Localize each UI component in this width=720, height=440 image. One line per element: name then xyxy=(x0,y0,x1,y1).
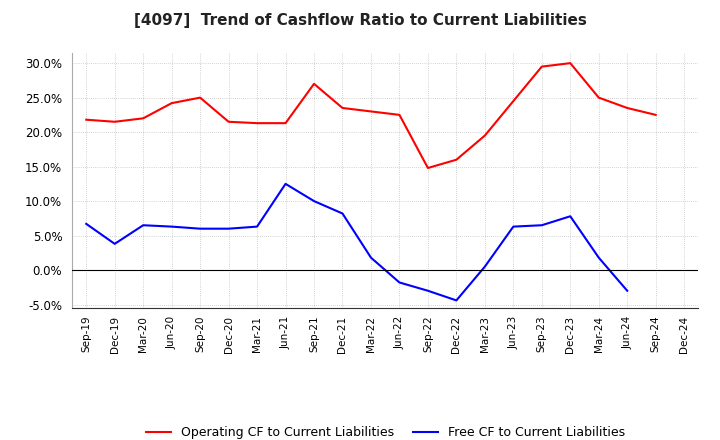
Free CF to Current Liabilities xyxy=(282,181,290,187)
Free CF to Current Liabilities xyxy=(452,298,461,303)
Free CF to Current Liabilities xyxy=(110,241,119,246)
Operating CF to Current Liabilities xyxy=(282,121,290,126)
Operating CF to Current Liabilities xyxy=(366,109,375,114)
Operating CF to Current Liabilities xyxy=(167,100,176,106)
Free CF to Current Liabilities xyxy=(537,223,546,228)
Free CF to Current Liabilities xyxy=(566,214,575,219)
Operating CF to Current Liabilities xyxy=(110,119,119,125)
Free CF to Current Liabilities xyxy=(310,198,318,204)
Free CF to Current Liabilities xyxy=(623,288,631,293)
Operating CF to Current Liabilities xyxy=(452,157,461,162)
Operating CF to Current Liabilities xyxy=(509,99,518,104)
Line: Operating CF to Current Liabilities: Operating CF to Current Liabilities xyxy=(86,63,656,168)
Free CF to Current Liabilities xyxy=(139,223,148,228)
Free CF to Current Liabilities xyxy=(82,221,91,227)
Operating CF to Current Liabilities xyxy=(623,105,631,110)
Operating CF to Current Liabilities xyxy=(196,95,204,100)
Operating CF to Current Liabilities xyxy=(595,95,603,100)
Operating CF to Current Liabilities xyxy=(537,64,546,69)
Free CF to Current Liabilities xyxy=(423,288,432,293)
Operating CF to Current Liabilities xyxy=(395,112,404,117)
Operating CF to Current Liabilities xyxy=(423,165,432,171)
Free CF to Current Liabilities xyxy=(366,255,375,260)
Free CF to Current Liabilities xyxy=(480,264,489,269)
Operating CF to Current Liabilities xyxy=(480,133,489,138)
Free CF to Current Liabilities xyxy=(395,280,404,285)
Line: Free CF to Current Liabilities: Free CF to Current Liabilities xyxy=(86,184,627,301)
Operating CF to Current Liabilities xyxy=(566,61,575,66)
Operating CF to Current Liabilities xyxy=(310,81,318,87)
Operating CF to Current Liabilities xyxy=(338,105,347,110)
Free CF to Current Liabilities xyxy=(595,255,603,260)
Operating CF to Current Liabilities xyxy=(225,119,233,125)
Legend: Operating CF to Current Liabilities, Free CF to Current Liabilities: Operating CF to Current Liabilities, Fre… xyxy=(140,422,630,440)
Free CF to Current Liabilities xyxy=(196,226,204,231)
Operating CF to Current Liabilities xyxy=(139,116,148,121)
Free CF to Current Liabilities xyxy=(225,226,233,231)
Free CF to Current Liabilities xyxy=(509,224,518,229)
Operating CF to Current Liabilities xyxy=(82,117,91,122)
Free CF to Current Liabilities xyxy=(253,224,261,229)
Free CF to Current Liabilities xyxy=(338,211,347,216)
Operating CF to Current Liabilities xyxy=(253,121,261,126)
Text: [4097]  Trend of Cashflow Ratio to Current Liabilities: [4097] Trend of Cashflow Ratio to Curren… xyxy=(134,13,586,28)
Operating CF to Current Liabilities xyxy=(652,112,660,117)
Free CF to Current Liabilities xyxy=(167,224,176,229)
